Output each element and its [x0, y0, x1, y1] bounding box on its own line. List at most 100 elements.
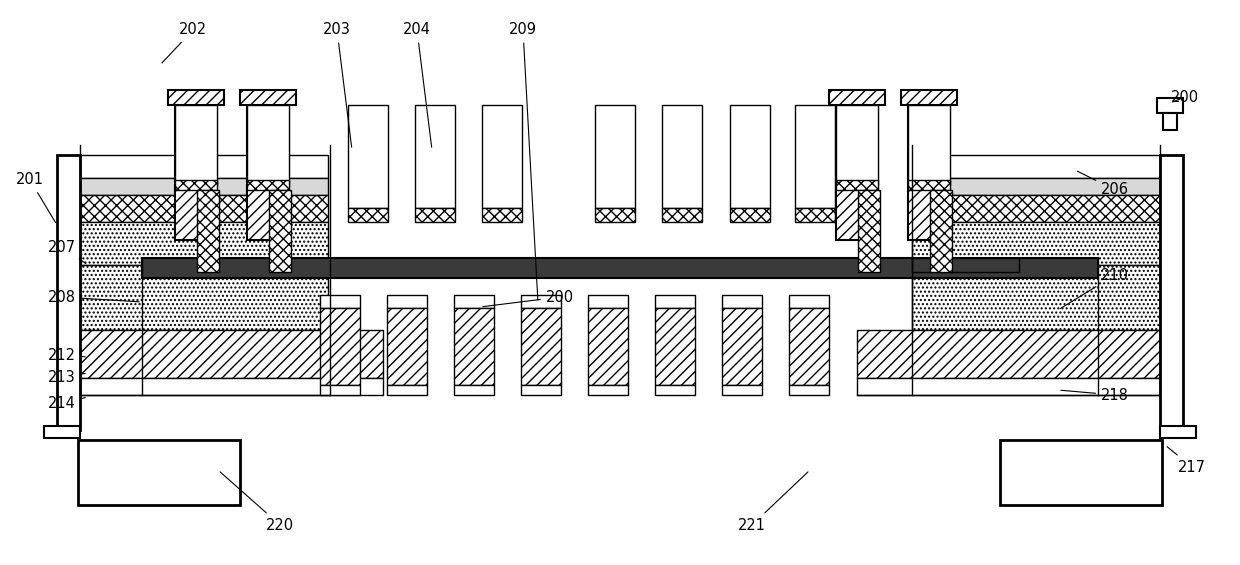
Bar [81, 178, 329, 195]
Bar [415, 105, 455, 208]
Bar [57, 155, 81, 430]
Bar [175, 105, 217, 185]
Bar [911, 265, 1159, 330]
Bar [789, 295, 830, 308]
Bar [320, 385, 360, 395]
Text: 209: 209 [508, 23, 538, 300]
Bar [722, 385, 763, 395]
Bar [247, 180, 289, 190]
Bar [836, 180, 878, 190]
Bar [241, 90, 296, 105]
Bar [911, 222, 1159, 265]
Bar [655, 385, 694, 395]
Bar [911, 178, 1159, 195]
Bar [655, 295, 694, 308]
Bar [1159, 426, 1197, 438]
Text: 220: 220 [219, 472, 294, 532]
Bar [454, 295, 494, 308]
Bar [789, 308, 830, 385]
Text: 200: 200 [1171, 89, 1199, 105]
Bar [908, 105, 950, 185]
Bar [454, 385, 494, 395]
Bar [836, 105, 878, 185]
Text: 208: 208 [48, 289, 139, 305]
Bar [795, 105, 835, 208]
Bar [175, 95, 217, 240]
Bar [858, 190, 880, 272]
Text: 204: 204 [403, 23, 432, 147]
Text: 218: 218 [1060, 388, 1128, 402]
Bar [415, 208, 455, 222]
Bar [521, 308, 560, 385]
Bar [730, 105, 770, 208]
Bar [348, 105, 388, 208]
Bar [836, 95, 878, 240]
Bar [247, 105, 289, 185]
Bar [911, 155, 1159, 178]
Bar [908, 180, 950, 190]
Bar [81, 330, 383, 378]
Text: 213: 213 [48, 370, 86, 385]
Bar [143, 258, 1097, 278]
Bar [81, 155, 329, 178]
Bar [143, 258, 257, 272]
Text: 217: 217 [1167, 447, 1207, 475]
Text: 221: 221 [738, 472, 808, 532]
Text: 201: 201 [16, 172, 56, 223]
Bar [482, 208, 522, 222]
Bar [662, 105, 702, 208]
Bar [588, 385, 627, 395]
Bar [999, 440, 1162, 505]
Bar [655, 308, 694, 385]
Bar [595, 208, 635, 222]
Text: 206: 206 [1078, 171, 1128, 198]
Bar [81, 378, 383, 395]
Text: 210: 210 [1060, 267, 1128, 308]
Bar [197, 190, 219, 272]
Bar [662, 208, 702, 222]
Text: 207: 207 [48, 240, 86, 263]
Bar [521, 295, 560, 308]
Text: 202: 202 [162, 23, 207, 63]
Bar [901, 90, 957, 105]
Bar [595, 105, 635, 208]
Text: 200: 200 [482, 289, 574, 307]
Bar [43, 426, 81, 438]
Bar [387, 295, 427, 308]
Bar [81, 265, 329, 330]
Bar [588, 295, 627, 308]
Bar [78, 440, 241, 505]
Bar [795, 208, 835, 222]
Bar [454, 308, 494, 385]
Bar [1163, 113, 1177, 130]
Bar [857, 378, 1159, 395]
Bar [789, 385, 830, 395]
Bar [521, 385, 560, 395]
Bar [320, 295, 360, 308]
Bar [857, 330, 1159, 378]
Bar [167, 90, 224, 105]
Bar [911, 258, 1019, 272]
Bar [247, 95, 289, 240]
Text: 212: 212 [48, 347, 86, 363]
Bar [387, 308, 427, 385]
Bar [722, 308, 763, 385]
Bar [908, 95, 950, 240]
Bar [175, 180, 217, 190]
Bar [1157, 98, 1183, 113]
Text: 203: 203 [324, 23, 352, 147]
Bar [830, 90, 885, 105]
Text: 214: 214 [48, 396, 86, 411]
Bar [930, 190, 952, 272]
Bar [81, 222, 329, 265]
Bar [387, 385, 427, 395]
Bar [348, 208, 388, 222]
Bar [320, 308, 360, 385]
Bar [81, 195, 329, 222]
Bar [1159, 155, 1183, 430]
Bar [482, 105, 522, 208]
Bar [269, 190, 291, 272]
Bar [730, 208, 770, 222]
Bar [588, 308, 627, 385]
Bar [911, 195, 1159, 222]
